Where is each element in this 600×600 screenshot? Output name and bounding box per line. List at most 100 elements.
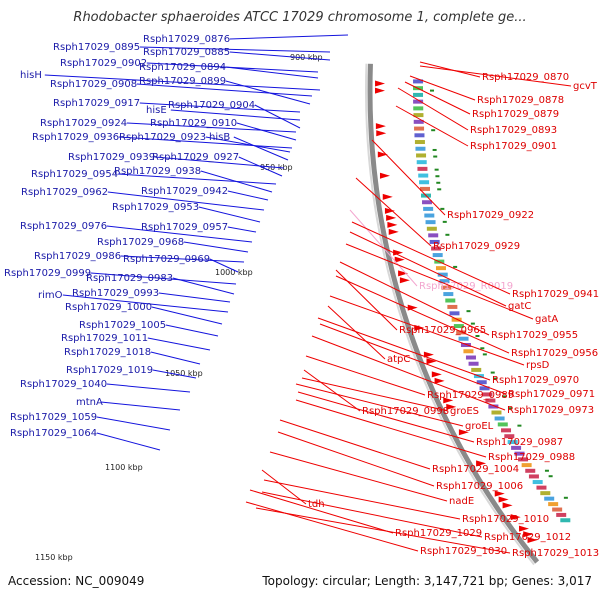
right-gene-label: gatC <box>508 301 531 312</box>
right-label-leader <box>261 469 307 505</box>
left-label-leader <box>227 226 257 233</box>
right-label-leader <box>311 335 506 411</box>
right-label-leader <box>419 65 572 87</box>
feature-block <box>447 304 458 309</box>
right-gene-label: Rsph17029_1029 <box>395 528 482 539</box>
right-gene-label: groES <box>450 406 479 417</box>
feature-block <box>422 200 433 205</box>
backbone-arc <box>367 63 540 564</box>
right-gene-label: Rsph17029_0973 <box>507 405 594 416</box>
right-gene-label: Rsph17029_1013 <box>512 548 599 559</box>
feature-block <box>456 330 467 335</box>
feature-block <box>560 518 571 523</box>
feature-block <box>416 153 427 158</box>
right-label-leader <box>297 391 475 443</box>
feature-block <box>479 386 490 391</box>
right-gene-label: gatA <box>535 314 558 325</box>
feature-block <box>445 298 456 303</box>
left-gene-label: Rsph17029_0917 <box>53 98 140 109</box>
left-label-leader <box>151 306 223 325</box>
gc-tick <box>548 475 553 478</box>
left-gene-label: hisH <box>20 70 42 81</box>
gc-tick <box>434 168 439 171</box>
left-label-leader <box>205 136 291 153</box>
feature-block <box>424 213 435 218</box>
right-gene-label: Rsph17029_0901 <box>470 141 557 152</box>
feature-block <box>497 422 508 427</box>
feature-block <box>465 355 476 360</box>
left-gene-label: Rsph17029_0976 <box>20 221 107 232</box>
left-label-leader <box>136 83 313 97</box>
right-gene-label: Rsph17029_0941 <box>512 289 599 300</box>
left-gene-label: Rsph17029_0954 <box>31 169 118 180</box>
left-label-leader <box>229 51 331 61</box>
left-gene-label: Rsph17029_0986 <box>34 251 121 262</box>
left-gene-label: Rsph17029_0957 <box>141 222 228 233</box>
left-label-leader <box>96 432 161 451</box>
left-label-leader <box>100 401 181 411</box>
left-label-leader <box>90 272 237 285</box>
reverse-gene-arrow <box>382 193 393 200</box>
scale-tick-label: 1150 kbp <box>35 553 73 562</box>
left-gene-label: Rsph17029_0999 <box>4 268 91 279</box>
right-gene-label: Rsph17029_1030 <box>420 546 507 557</box>
feature-block <box>556 512 567 517</box>
right-label-leader <box>335 275 510 354</box>
reverse-gene-arrow <box>443 397 454 404</box>
feature-block <box>413 79 424 84</box>
left-label-leader <box>229 34 349 40</box>
feature-block <box>420 186 431 191</box>
left-gene-label: hisE <box>146 105 167 116</box>
right-gene-label: Rsph17029_0965 <box>399 325 486 336</box>
reverse-gene-arrow <box>431 371 442 378</box>
right-label-leader <box>305 355 426 396</box>
left-label-leader <box>236 122 297 141</box>
gc-tick <box>430 89 435 92</box>
left-label-leader <box>198 206 261 223</box>
left-gene-label: Rsph17029_0953 <box>112 202 199 213</box>
right-label-leader <box>261 491 483 538</box>
left-label-leader <box>126 122 297 133</box>
genome-stats-text: Topology: circular; Length: 3,147,721 bp… <box>262 574 592 588</box>
feature-block <box>528 474 539 479</box>
right-gene-label: Rsph17029_0971 <box>508 389 595 400</box>
right-gene-label: Rsph17029_0878 <box>477 95 564 106</box>
right-label-leader <box>303 369 361 412</box>
gc-tick <box>431 129 436 132</box>
right-gene-label: Rsph17029_0956 <box>511 348 598 359</box>
feature-block <box>435 266 446 271</box>
left-label-leader <box>170 109 301 121</box>
feature-block <box>413 113 424 118</box>
feature-block <box>453 324 464 329</box>
feature-block <box>511 445 522 450</box>
right-gene-label: atpC <box>387 354 410 365</box>
right-gene-label: Rsph17029_0955 <box>491 330 578 341</box>
gc-tick <box>508 407 513 410</box>
left-gene-label: Rsph17029_1064 <box>10 428 97 439</box>
left-gene-label: Rsph17029_0939 <box>68 152 155 163</box>
reverse-gene-arrow <box>388 228 399 235</box>
left-gene-label: Rsph17029_0942 <box>141 186 228 197</box>
reverse-gene-arrow <box>510 514 521 521</box>
left-gene-label: Rsph17029_0938 <box>114 166 201 177</box>
reverse-gene-arrow <box>523 531 534 538</box>
feature-block <box>460 343 471 348</box>
right-label-leader <box>345 243 534 320</box>
left-label-leader <box>172 277 235 295</box>
feature-block <box>471 367 482 372</box>
right-gene-label: Rsph17029_0879 <box>472 109 559 120</box>
reverse-gene-arrow <box>446 403 457 410</box>
gc-tick <box>433 155 438 158</box>
left-label-leader <box>200 170 273 193</box>
right-label-leader <box>301 377 449 412</box>
left-gene-label: rimO <box>38 290 63 301</box>
left-label-leader <box>225 80 311 105</box>
left-label-leader <box>183 241 249 253</box>
feature-block <box>413 119 424 124</box>
right-label-leader <box>351 221 511 295</box>
right-label-leader <box>269 451 448 502</box>
feature-block <box>463 349 474 354</box>
gc-tick <box>502 395 507 398</box>
left-gene-label: Rsph17029_0993 <box>72 288 159 299</box>
left-label-leader <box>107 191 265 211</box>
